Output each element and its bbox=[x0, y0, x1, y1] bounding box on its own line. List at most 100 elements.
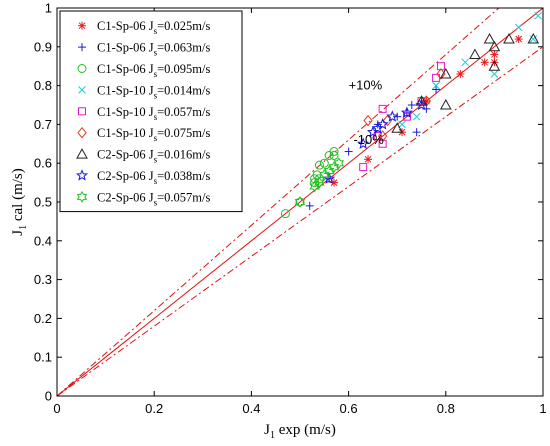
legend-label: C2-Sp-06 Js=0.016m/s bbox=[97, 148, 210, 165]
series-2-point bbox=[407, 101, 416, 109]
legend-entry: C1-Sp-06 Js=0.095m/s bbox=[77, 62, 210, 79]
annotation-1: +10% bbox=[349, 77, 383, 92]
series-1-point bbox=[490, 50, 499, 59]
legend-label: C1-Sp-10 Js=0.014m/s bbox=[97, 83, 210, 100]
y-tick-label: 0.9 bbox=[34, 39, 52, 54]
series-7-point bbox=[391, 122, 404, 133]
reference-line-3 bbox=[57, 46, 543, 396]
annotation-2: -10% bbox=[353, 132, 384, 147]
series-3-point bbox=[295, 197, 305, 207]
series-9-point bbox=[314, 176, 325, 189]
series-4-point bbox=[529, 35, 538, 43]
legend-marker bbox=[78, 43, 86, 52]
series-4-point bbox=[432, 81, 440, 90]
series-8-point bbox=[415, 98, 428, 111]
series-3-point bbox=[319, 158, 329, 168]
legend-marker bbox=[75, 169, 89, 181]
y-axis-label-group: J1 cal (m/s) bbox=[10, 168, 29, 236]
legend-entry: C2-Sp-06 Js=0.038m/s bbox=[75, 169, 210, 186]
y-tick-label: 0.3 bbox=[34, 272, 52, 287]
legend-marker bbox=[78, 21, 86, 30]
legend-label: C1-Sp-06 Js=0.025m/s bbox=[97, 19, 210, 36]
series-7-point bbox=[415, 95, 428, 106]
series-8-point bbox=[366, 125, 379, 138]
series-2-point bbox=[432, 85, 441, 94]
y-axis-label-sub: 1 bbox=[18, 225, 29, 230]
legend-marker bbox=[77, 64, 87, 73]
x-tick-label: 0.2 bbox=[145, 401, 163, 416]
series-6-point bbox=[363, 114, 373, 127]
series-4-point bbox=[461, 58, 470, 67]
series-8-point bbox=[376, 118, 389, 130]
x-tick-label: 0.8 bbox=[437, 401, 455, 416]
series-7-point bbox=[483, 33, 496, 44]
legend-label: C2-Sp-06 Js=0.038m/s bbox=[97, 169, 210, 186]
series-8-point bbox=[400, 106, 413, 118]
x-tick-label: 1 bbox=[539, 401, 546, 416]
series-7-point bbox=[527, 33, 540, 44]
series-5-point bbox=[359, 163, 368, 172]
y-tick-label: 0.5 bbox=[34, 195, 52, 210]
data-markers bbox=[280, 11, 542, 219]
y-tick-label: 0 bbox=[45, 389, 52, 404]
series-3-point bbox=[329, 150, 339, 160]
series-2-point bbox=[344, 147, 353, 156]
legend: C1-Sp-06 Js=0.025m/s C1-Sp-06 Js=0.063m/s… bbox=[59, 10, 243, 213]
y-axis-label-main: J bbox=[10, 230, 26, 236]
series-8-point bbox=[357, 137, 370, 149]
y-tick-label: 0.4 bbox=[34, 233, 52, 248]
series-4-point bbox=[398, 120, 406, 129]
legend-label: C2-Sp-06 Js=0.057m/s bbox=[97, 190, 210, 207]
y-tick-label: 1 bbox=[45, 1, 52, 16]
legend-entry: C1-Sp-10 Js=0.057m/s bbox=[78, 105, 210, 122]
series-9-point bbox=[294, 196, 306, 208]
series-2-point bbox=[305, 201, 314, 210]
series-8-point bbox=[371, 121, 384, 134]
series-5-point bbox=[373, 132, 382, 141]
y-tick-label: 0.7 bbox=[34, 117, 52, 132]
series-3-point bbox=[314, 160, 324, 170]
legend-entry: C1-Sp-10 Js=0.014m/s bbox=[78, 83, 210, 100]
series-2-point bbox=[412, 128, 421, 137]
x-tick-label: 0.6 bbox=[340, 401, 358, 416]
legend-entry: C2-Sp-06 Js=0.016m/s bbox=[76, 148, 210, 165]
series-9-point bbox=[319, 168, 330, 181]
series-4-point bbox=[412, 112, 421, 121]
legend-label: C1-Sp-06 Js=0.063m/s bbox=[97, 41, 210, 58]
series-3-point bbox=[329, 147, 339, 157]
legend-marker bbox=[76, 190, 88, 203]
x-axis-label-main: J bbox=[264, 422, 270, 438]
legend-label: C1-Sp-10 Js=0.075m/s bbox=[97, 126, 210, 143]
series-4-point bbox=[490, 70, 499, 78]
series-5-point bbox=[402, 112, 411, 121]
series-5-point bbox=[378, 104, 387, 113]
x-axis-label: J1 exp (m/s) bbox=[264, 422, 336, 441]
legend-marker bbox=[78, 107, 86, 116]
legend-label: C1-Sp-10 Js=0.057m/s bbox=[97, 105, 210, 122]
legend-box bbox=[59, 10, 243, 213]
series-9-point bbox=[328, 161, 340, 174]
series-8-point bbox=[386, 110, 399, 122]
series-7-point bbox=[488, 60, 501, 71]
y-tick-label: 0.8 bbox=[34, 78, 52, 93]
series-7-point bbox=[469, 48, 481, 60]
y-tick-label: 0.6 bbox=[34, 156, 52, 171]
series-1-point bbox=[514, 35, 523, 44]
series-7-point bbox=[439, 67, 452, 79]
series-7-point bbox=[503, 33, 515, 44]
series-9-point bbox=[333, 157, 345, 170]
y-tick-label: 0.1 bbox=[34, 350, 52, 365]
x-tick-label: 0.4 bbox=[242, 401, 260, 416]
axis-ticks: 0 0.2 0.4 0.6 0.8 1 0 0.1 0.2 0.3 0.4 0.5 0.6 0.7 0.8 0… bbox=[34, 1, 547, 417]
series-1-point bbox=[480, 58, 489, 67]
legend-marker bbox=[76, 148, 88, 159]
x-axis-label-rest: exp (m/s) bbox=[275, 422, 336, 438]
series-4-point bbox=[534, 11, 542, 20]
legend-label: C1-Sp-06 Js=0.095m/s bbox=[97, 62, 210, 79]
legend-entry: C1-Sp-06 Js=0.063m/s bbox=[78, 41, 210, 58]
series-3-point bbox=[280, 209, 290, 219]
annotations: +10% -10% bbox=[349, 77, 385, 146]
series-4-point bbox=[514, 23, 523, 32]
series-1-point bbox=[364, 155, 373, 164]
